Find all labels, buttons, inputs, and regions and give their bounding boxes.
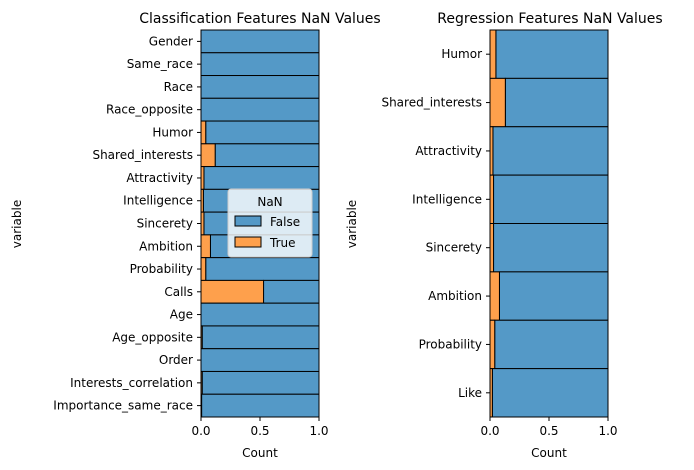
legend-label-true: True (269, 236, 296, 250)
y-tick-label: Race_opposite (106, 103, 193, 117)
bar-false-same_race (200, 52, 320, 77)
bar-false-gender (200, 29, 320, 54)
bar-false-ambition (498, 271, 609, 321)
bar-false-order (200, 348, 320, 372)
y-tick-label: Age_opposite (112, 330, 193, 344)
y-axis-label: variable (345, 200, 359, 248)
bar-false-attractivity (492, 126, 609, 176)
legend: NaN False True (227, 188, 313, 258)
y-tick-label: Attractivity (415, 144, 482, 158)
bar-true-probability (489, 319, 496, 370)
bar-false-age_opposite (201, 325, 320, 350)
y-tick-label: Same_race (127, 57, 193, 71)
bar-true-sincerety (489, 223, 495, 273)
y-tick-label: Order (159, 353, 193, 367)
x-axis-label: Count (531, 446, 567, 460)
bar-false-calls (263, 279, 320, 304)
bar-false-humor (495, 29, 609, 79)
y-tick-label: Probability (130, 262, 193, 276)
y-tick-label: Sincerety (426, 241, 482, 255)
regression-chart: Regression Features NaN Values Count var… (345, 11, 663, 460)
y-tick-label: Interests_correlation (70, 376, 193, 390)
y-tick-label: Ambition (139, 239, 193, 253)
y-tick-label: Intelligence (412, 192, 482, 206)
y-tick-label: Humor (152, 125, 193, 139)
bar-false-humor (205, 120, 320, 145)
y-tick-label: Attractivity (126, 171, 193, 185)
chart-title: Regression Features NaN Values (437, 11, 662, 27)
y-axis-label: variable (10, 200, 24, 248)
y-tick-label: Probability (419, 337, 482, 351)
x-tick-label: 1.0 (309, 424, 328, 438)
bar-true-calls (200, 279, 265, 304)
x-tick-label: 1.0 (598, 424, 617, 438)
bar-false-interests_correlation (201, 370, 320, 395)
y-tick-label: Importance_same_race (53, 399, 193, 413)
legend-label-false: False (270, 215, 300, 229)
y-tick-label: Gender (149, 34, 193, 48)
classification-chart: Classification Features NaN Values Count… (10, 11, 381, 460)
bar-false-race_opposite (200, 97, 320, 122)
legend-swatch-true (234, 236, 262, 248)
y-tick-label: Calls (164, 285, 193, 299)
bar-true-ambition (489, 271, 500, 321)
bar-true-humor (489, 29, 497, 79)
bar-true-shared_interests (489, 77, 506, 128)
y-tick-label: Shared_interests (381, 96, 482, 110)
x-tick-label: 0.0 (480, 424, 499, 438)
bar-false-attractivity (203, 166, 320, 190)
bar-false-probability (205, 257, 320, 281)
x-tick-label: 0.5 (539, 424, 558, 438)
bar-true-intelligence (489, 174, 495, 224)
chart-title: Classification Features NaN Values (139, 11, 380, 27)
bar-false-race (200, 75, 320, 99)
y-tick-label: Like (458, 386, 482, 400)
y-tick-label: Sincerety (137, 217, 193, 231)
y-tick-label: Intelligence (123, 194, 193, 208)
bar-false-shared_interests (214, 143, 320, 168)
bar-false-probability (494, 319, 609, 370)
bar-false-age (200, 302, 320, 327)
y-tick-label: Ambition (428, 289, 482, 303)
legend-title: NaN (257, 195, 282, 209)
x-tick-label: 0.0 (191, 424, 210, 438)
bar-false-like (491, 368, 609, 418)
bar-false-importance_same_race (201, 393, 320, 418)
bar-true-probability (200, 257, 207, 281)
y-tick-label: Humor (441, 47, 482, 61)
legend-swatch-false (234, 215, 262, 227)
bar-false-sincerety (493, 223, 609, 273)
bar-true-humor (200, 120, 207, 145)
x-tick-label: 0.5 (250, 424, 269, 438)
y-tick-label: Race (164, 80, 193, 94)
y-tick-label: Age (170, 308, 193, 322)
bar-true-shared_interests (200, 143, 216, 168)
y-tick-label: Shared_interests (92, 148, 193, 162)
x-axis-label: Count (242, 446, 278, 460)
bar-false-shared_interests (504, 77, 609, 128)
bar-true-ambition (200, 234, 211, 259)
bar-false-intelligence (493, 174, 609, 224)
